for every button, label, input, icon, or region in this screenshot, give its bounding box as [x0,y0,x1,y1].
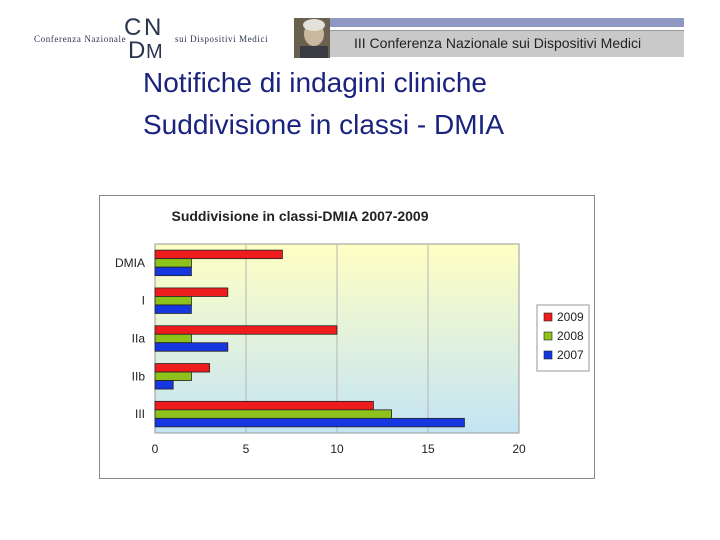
bars [154,249,465,428]
x-tick-label: 0 [152,442,159,456]
bar-2009-III [154,400,374,411]
banner-text: III Conferenza Nazionale sui Dispositivi… [354,35,642,51]
bar-2009-IIb [154,363,210,373]
cndm-logo: C N D M [124,14,163,60]
slide-title-line1: Notifiche di indagini cliniche [143,67,487,98]
legend-swatch-2009 [543,312,553,322]
legend-swatch-2007 [543,350,553,360]
banner-strip [330,18,684,27]
legend-label-2008: 2008 [557,329,584,343]
logo-letter-n: N [144,14,161,41]
logo-letter-m: M [146,41,163,60]
slide-title-line2: Suddivisione in classi - DMIA [143,109,505,140]
category-label: DMIA [115,256,145,270]
category-label: I [142,294,145,308]
x-tick-label: 15 [421,442,435,456]
legend: 2009 2008 2007 [536,304,590,372]
x-tick-labels: 0 5 10 15 20 [152,442,526,456]
logo-letter-d: D [128,37,145,60]
banner-bar: III Conferenza Nazionale sui Dispositivi… [330,30,684,57]
bar-2009-DMIA [154,249,283,260]
bar-2007-IIb [154,380,174,390]
bar-2008-IIa [154,333,192,344]
bar-2009-I [154,287,229,297]
category-label: IIa [132,332,146,346]
category-label: III [135,407,145,421]
bar-2008-I [154,296,192,306]
category-label: IIb [132,369,146,383]
conference-banner: III Conferenza Nazionale sui Dispositivi… [294,18,684,58]
logo-letter-c: C [124,14,141,41]
bar-2007-IIa [154,342,229,352]
chart-title: Suddivisione in classi-DMIA 2007-2009 [171,208,428,224]
category-labels: DMIA I IIa IIb III [115,256,145,421]
legend-label-2007: 2007 [557,348,584,362]
bar-2008-DMIA [154,258,192,268]
bar-2007-DMIA [154,266,192,277]
x-tick-label: 10 [330,442,344,456]
x-tick-label: 5 [243,442,250,456]
header: Conferenza Nazionale C N D M sui Disposi… [0,0,720,70]
bar-2007-III [154,417,465,428]
bar-chart: Suddivisione in classi-DMIA 2007-2009 DM… [115,208,590,456]
slide-title: Notifiche di indagini cliniche Suddivisi… [143,62,504,146]
bar-2008-III [154,409,393,419]
speaker-photo [294,18,330,58]
x-tick-label: 20 [512,442,526,456]
bar-2008-IIb [154,371,192,381]
bar-2009-IIa [154,325,338,335]
bar-2007-I [154,304,192,314]
legend-label-2009: 2009 [557,310,584,324]
logo-right-text: sui Dispositivi Medici [175,34,269,44]
legend-swatch-2008 [543,331,553,341]
logo-left-text: Conferenza Nazionale [34,34,127,44]
chart-frame: Suddivisione in classi-DMIA 2007-2009 DM… [99,195,595,479]
